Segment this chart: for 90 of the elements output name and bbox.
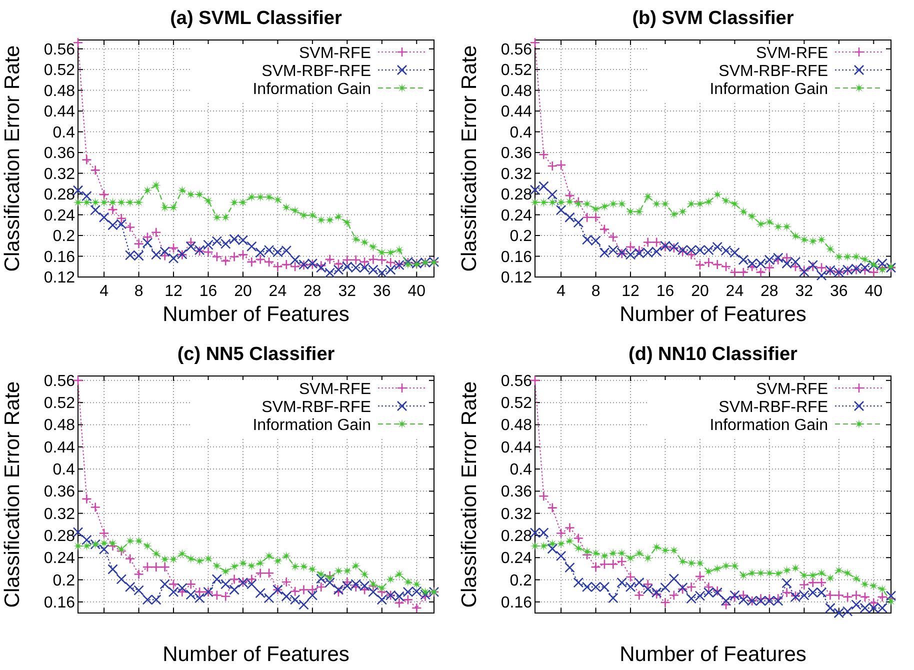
y-tick-label: 0.24 — [500, 550, 532, 568]
x-tick-label: 28 — [760, 283, 778, 300]
x-tick-label: 12 — [164, 283, 183, 300]
y-tick-label: 0.36 — [500, 484, 532, 501]
y-tick-label: 0.12 — [44, 270, 76, 286]
y-tick-label: 0.56 — [500, 372, 532, 390]
legend-label: SVM-RFE — [299, 381, 371, 398]
x-axis-title: Number of Features — [620, 303, 806, 326]
y-tick-label: 0.44 — [500, 104, 532, 121]
y-tick-label: 0.28 — [500, 528, 532, 545]
y-tick-label: 0.48 — [500, 417, 532, 434]
x-tick-label: 28 — [304, 283, 322, 300]
y-tick-label: 0.44 — [500, 439, 532, 456]
x-tick-label: 4 — [556, 283, 566, 300]
y-axis-title: Classification Error Rate — [458, 381, 481, 608]
y-tick-label: 0.44 — [44, 104, 76, 121]
x-tick-label: 16 — [199, 283, 218, 300]
x-axis-title: Number of Features — [162, 643, 350, 666]
y-axis-title: Classification Error Rate — [1, 381, 24, 608]
y-tick-label: 0.4 — [52, 124, 76, 142]
legend-label: Information Gain — [252, 81, 371, 98]
y-tick-label: 0.32 — [44, 166, 76, 183]
x-tick-label: 16 — [656, 283, 674, 300]
x-tick-label: 40 — [864, 283, 883, 300]
y-tick-label: 0.16 — [44, 248, 76, 266]
x-tick-label: 36 — [373, 283, 391, 300]
x-tick-label: 36 — [830, 283, 848, 300]
x-tick-label: 32 — [795, 283, 814, 300]
y-axis-title: Classification Error Rate — [1, 45, 24, 272]
chart-title: (b) SVM Classifier — [632, 8, 794, 29]
x-tick-label: 12 — [622, 283, 640, 300]
legend-label: Information Gain — [710, 417, 828, 434]
y-tick-label: 0.24 — [44, 550, 76, 568]
y-tick-label: 0.4 — [510, 124, 532, 142]
y-tick-label: 0.44 — [44, 439, 76, 456]
y-tick-label: 0.36 — [44, 484, 76, 501]
y-tick-label: 0.24 — [44, 207, 76, 224]
y-tick-label: 0.2 — [52, 228, 76, 246]
y-tick-label: 0.32 — [500, 506, 532, 523]
x-tick-label: 20 — [691, 283, 709, 300]
legend-label: SVM-RBF-RFE — [718, 63, 828, 80]
y-tick-label: 0.56 — [44, 41, 76, 58]
y-tick-label: 0.12 — [500, 270, 532, 286]
y-tick-label: 0.2 — [510, 572, 532, 590]
y-tick-label: 0.56 — [500, 41, 532, 58]
x-axis-title: Number of Features — [162, 303, 350, 326]
y-tick-label: 0.28 — [44, 186, 76, 204]
y-tick-label: 0.56 — [44, 372, 76, 390]
y-tick-label: 0.2 — [510, 228, 532, 246]
y-tick-label: 0.52 — [44, 395, 76, 412]
chart-title: (d) NN10 Classifier — [628, 344, 798, 365]
legend-label: SVM-RFE — [756, 45, 828, 62]
y-tick-label: 0.36 — [500, 145, 532, 162]
y-tick-label: 0.16 — [44, 594, 76, 612]
x-tick-label: 4 — [100, 283, 109, 300]
y-tick-label: 0.4 — [510, 462, 532, 479]
legend-label: Information Gain — [252, 417, 371, 434]
y-tick-label: 0.32 — [500, 166, 532, 183]
y-tick-label: 0.2 — [52, 572, 76, 590]
chart-title: (a) SVML Classifier — [170, 8, 342, 29]
y-axis-title: Classification Error Rate — [458, 45, 481, 272]
x-axis-title: Number of Features — [620, 643, 806, 666]
x-tick-label: 24 — [268, 283, 287, 300]
y-tick-label: 0.52 — [500, 62, 532, 80]
legend-label: SVM-RFE — [299, 45, 371, 62]
x-tick-label: 20 — [234, 283, 252, 300]
x-tick-label: 8 — [134, 283, 144, 300]
y-tick-label: 0.36 — [44, 145, 76, 162]
y-tick-label: 0.16 — [500, 248, 532, 266]
y-tick-label: 0.4 — [52, 462, 76, 479]
legend-label: SVM-RFE — [756, 381, 828, 398]
y-tick-label: 0.48 — [44, 417, 76, 434]
y-tick-label: 0.48 — [44, 82, 76, 100]
y-tick-label: 0.24 — [500, 207, 532, 224]
x-tick-label: 32 — [338, 283, 356, 300]
legend-label: SVM-RBF-RFE — [262, 63, 371, 80]
y-tick-label: 0.52 — [500, 395, 532, 412]
legend-label: SVM-RBF-RFE — [718, 399, 828, 416]
legend-label: SVM-RBF-RFE — [262, 399, 371, 416]
y-tick-label: 0.28 — [500, 186, 532, 204]
y-tick-label: 0.52 — [44, 62, 76, 80]
y-tick-label: 0.28 — [44, 528, 76, 545]
x-tick-label: 8 — [591, 283, 600, 300]
y-tick-label: 0.32 — [44, 506, 76, 523]
y-tick-label: 0.16 — [500, 594, 532, 612]
y-tick-label: 0.48 — [500, 82, 532, 100]
x-tick-label: 40 — [408, 283, 426, 300]
chart-title: (c) NN5 Classifier — [177, 344, 336, 365]
x-tick-label: 24 — [726, 283, 744, 300]
legend-label: Information Gain — [710, 81, 828, 98]
